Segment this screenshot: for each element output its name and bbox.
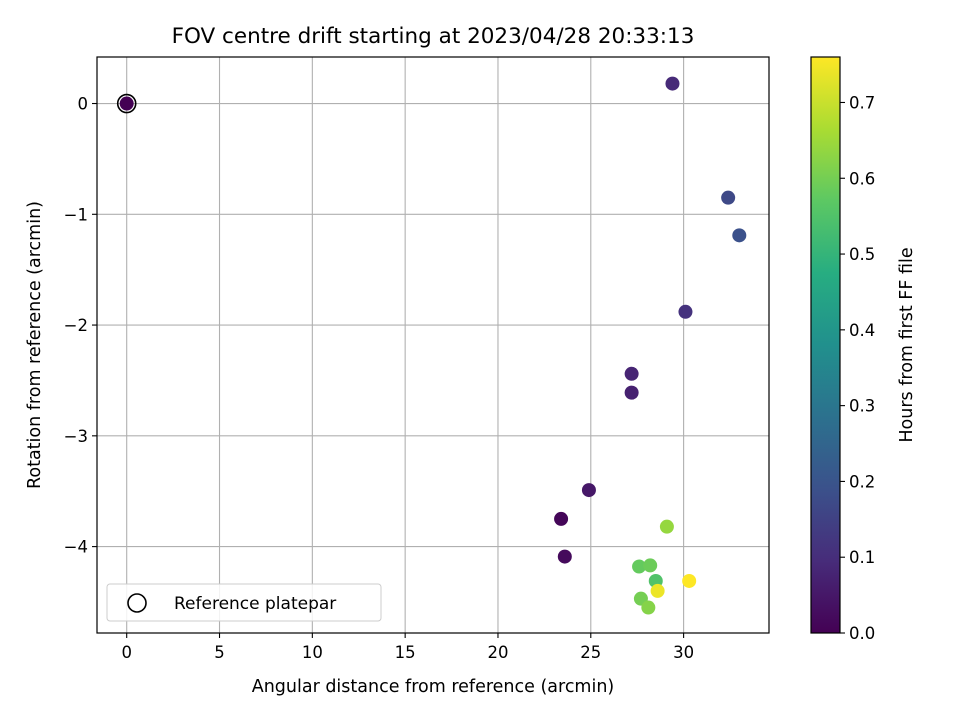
colorbar-tick-label: 0.4 — [849, 321, 875, 340]
y-tick-label: −4 — [64, 538, 88, 557]
data-point — [721, 190, 736, 205]
colorbar: 0.0 0.1 0.2 0.3 0.4 0.5 0.6 0.7 Hours from firs… — [810, 56, 917, 643]
data-point — [650, 583, 665, 598]
colorbar-tick-label: 0.1 — [849, 548, 875, 567]
reference-marker — [116, 93, 137, 114]
plot-area: 0 5 10 15 20 25 30 0 −1 −2 −3 −4 — [64, 56, 770, 662]
colorbar-tick-label: 0.2 — [849, 472, 875, 491]
x-axis-label: Angular distance from reference (arcmin) — [252, 677, 615, 697]
data-point — [632, 559, 647, 574]
legend-label: Reference platepar — [174, 594, 336, 614]
colorbar-tick-label: 0.3 — [849, 397, 875, 416]
data-point — [665, 76, 680, 91]
y-tick-label: −3 — [64, 427, 88, 446]
data-point — [557, 549, 572, 564]
plot-frame — [96, 56, 770, 634]
y-tick-label: −1 — [64, 205, 88, 224]
data-point — [554, 511, 569, 526]
legend-box — [106, 583, 382, 622]
y-axis-label: Rotation from reference (arcmin) — [25, 201, 45, 489]
data-point — [659, 519, 674, 534]
x-tick-label: 30 — [673, 643, 694, 662]
x-tick-label: 10 — [302, 643, 323, 662]
data-point — [581, 483, 596, 498]
colorbar-tick-label: 0.6 — [849, 169, 875, 188]
data-point — [643, 558, 658, 573]
data-points — [119, 76, 747, 615]
legend-marker-icon — [127, 593, 147, 613]
x-tick-label: 5 — [214, 643, 225, 662]
legend: Reference platepar — [106, 583, 382, 622]
grid — [97, 57, 769, 633]
colorbar-tick-label: 0.5 — [849, 245, 875, 264]
data-point — [624, 366, 639, 381]
colorbar-tick-label: 0.7 — [849, 93, 875, 112]
x-tick-label: 25 — [580, 643, 601, 662]
x-tick-label: 20 — [487, 643, 508, 662]
data-point — [732, 228, 747, 243]
y-axis-ticks: 0 −1 −2 −3 −4 — [64, 95, 97, 557]
x-tick-label: 0 — [121, 643, 132, 662]
data-point — [678, 304, 693, 319]
chart-title: FOV centre drift starting at 2023/04/28 … — [172, 24, 695, 49]
colorbar-gradient — [810, 56, 841, 634]
data-point — [682, 573, 697, 588]
x-axis-ticks: 0 5 10 15 20 25 30 — [121, 633, 694, 662]
data-point — [624, 385, 639, 400]
data-point — [641, 600, 656, 615]
x-tick-label: 15 — [395, 643, 416, 662]
colorbar-ticks: 0.0 0.1 0.2 0.3 0.4 0.5 0.6 0.7 — [840, 93, 875, 643]
colorbar-tick-label: 0.0 — [849, 624, 875, 643]
colorbar-label: Hours from first FF file — [897, 247, 917, 442]
data-point — [119, 96, 134, 111]
y-tick-label: 0 — [78, 95, 89, 114]
y-tick-label: −2 — [64, 316, 88, 335]
